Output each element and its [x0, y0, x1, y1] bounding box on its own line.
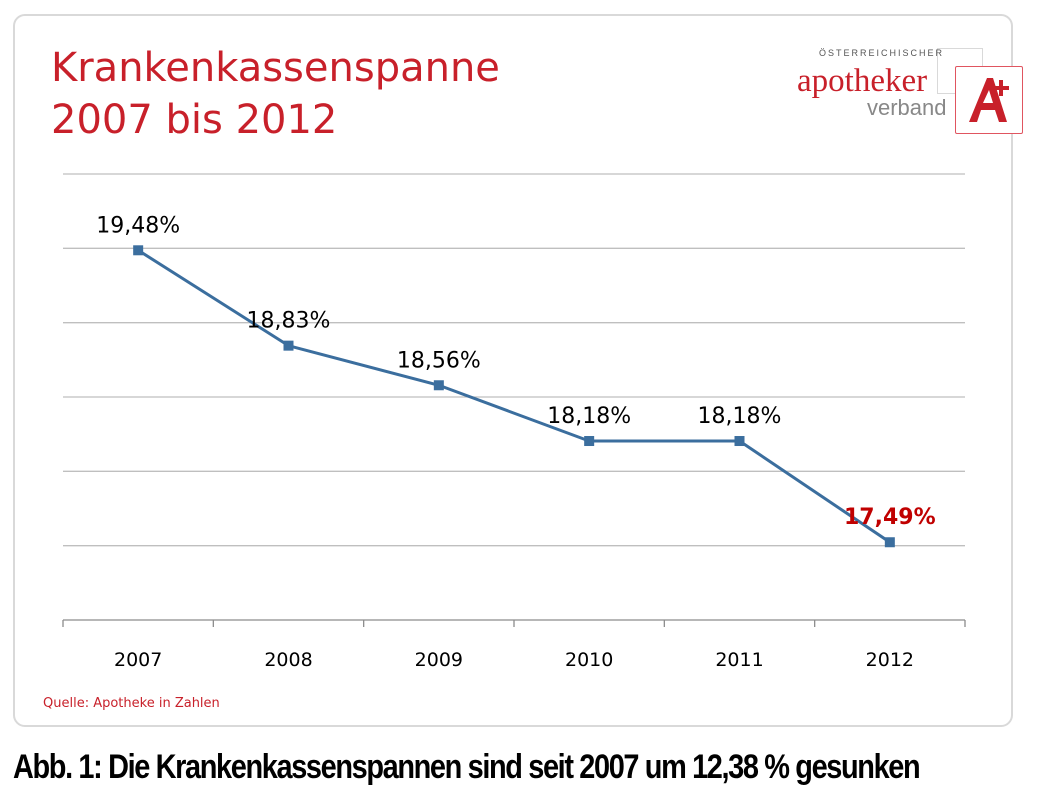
data-label: 18,18%: [547, 404, 631, 429]
line-chart: 2007 2008 2009 2010 2011 2012 19,48% 18,83% 18,5…: [62, 173, 966, 671]
pharmacy-a-icon: [969, 78, 1009, 122]
data-point-marker: [133, 245, 144, 256]
x-tick-label: 2012: [866, 649, 914, 671]
data-label: 18,83%: [247, 309, 331, 334]
x-tick-label: 2010: [565, 649, 613, 671]
data-point-marker: [283, 340, 294, 351]
source-note: Quelle: Apotheke in Zahlen: [43, 696, 220, 711]
series-line: [137, 249, 891, 544]
logo-sub: verband: [867, 95, 947, 120]
x-tick-label: 2007: [114, 649, 162, 671]
slide-panel: Krankenkassenspanne 2007 bis 2012 ÖSTERR…: [13, 14, 1023, 727]
logo-name: apotheker: [797, 63, 928, 99]
x-tick-label: 2008: [264, 649, 312, 671]
title-line-1: Krankenkassenspanne: [51, 45, 500, 91]
title-line-2: 2007 bis 2012: [51, 97, 338, 143]
data-label: 18,56%: [397, 348, 481, 373]
data-point-marker: [584, 436, 595, 447]
page-title: Krankenkassenspanne 2007 bis 2012: [51, 42, 500, 146]
x-tick-label: 2011: [715, 649, 763, 671]
data-label: 19,48%: [96, 213, 180, 238]
data-point-marker: [433, 380, 444, 391]
data-point-marker: [884, 537, 895, 548]
data-label: 18,18%: [698, 404, 782, 429]
logo-badge: [955, 66, 1023, 134]
logo-top-text: ÖSTERREICHISCHER: [819, 48, 945, 58]
figure-caption: Abb. 1: Die Krankenkassenspannen sind se…: [13, 748, 921, 786]
data-label: 17,49%: [844, 505, 936, 530]
x-tick-label: 2009: [415, 649, 463, 671]
apothekerverband-logo: ÖSTERREICHISCHER apotheker verband: [797, 36, 1027, 140]
data-point-marker: [734, 436, 745, 447]
